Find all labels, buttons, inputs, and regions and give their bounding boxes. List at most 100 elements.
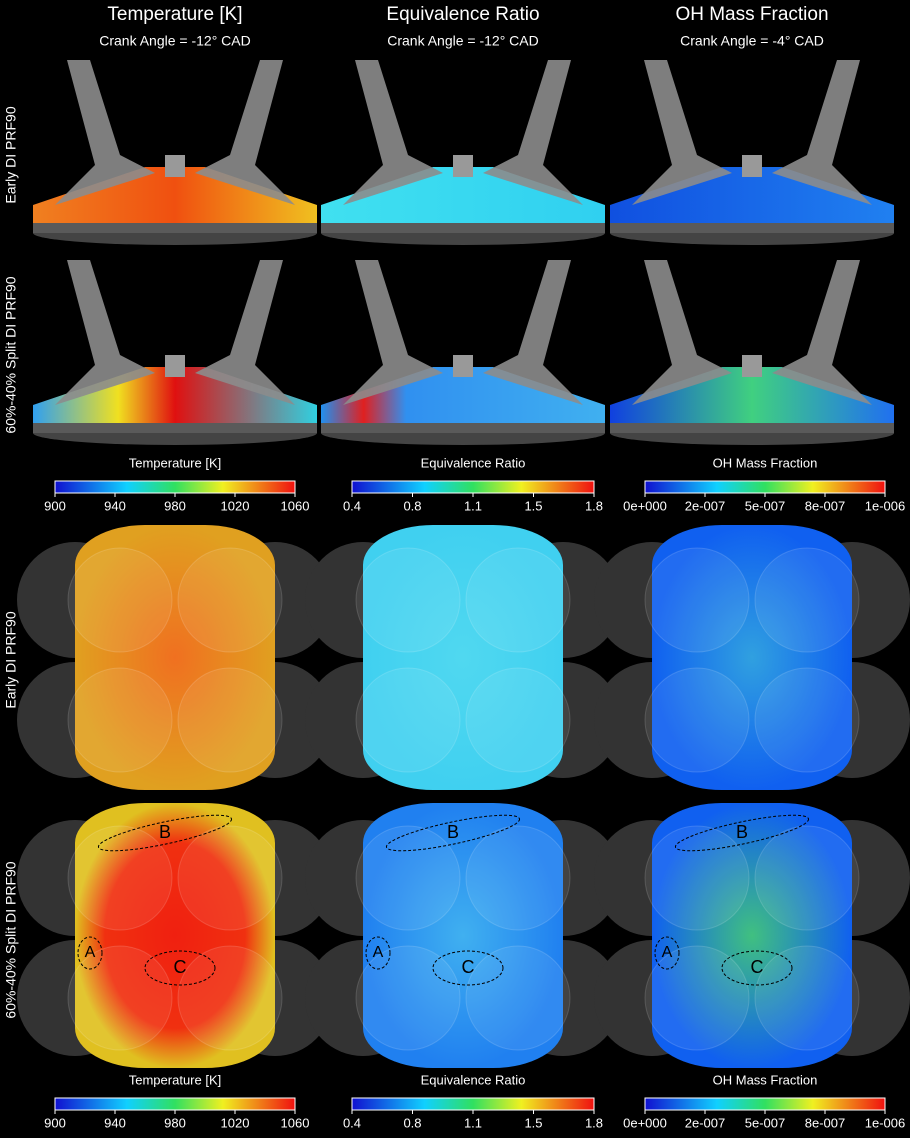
valve [343, 60, 443, 205]
colorbar [54, 1097, 296, 1111]
crank-angle: Crank Angle = -12° CAD [387, 33, 539, 49]
valve [195, 260, 295, 405]
colorbar-tick-label: 8e-007 [805, 1115, 845, 1130]
annotation-ellipse [721, 950, 793, 986]
colorbar-tick-label: 940 [104, 498, 126, 513]
combustion-field [363, 525, 563, 790]
annotation-label: A [373, 944, 384, 961]
valve [195, 60, 295, 205]
annotation-ellipse [365, 936, 391, 970]
row-label: Early DI PRF90 [3, 611, 19, 708]
injector [165, 155, 185, 177]
colorbar-tick-label: 5e-007 [745, 498, 785, 513]
colorbar-tick-label: 0.4 [343, 498, 361, 513]
colorbar-tick-label: 940 [104, 1115, 126, 1130]
column-title: Temperature [K] [107, 4, 242, 25]
colorbar-tick-label: 0e+000 [623, 498, 667, 513]
colorbar-tick-label: 980 [164, 1115, 186, 1130]
colorbar-tick-label: 2e-007 [685, 1115, 725, 1130]
colorbar-tick-label: 900 [44, 1115, 66, 1130]
valve [343, 260, 443, 405]
annotation-ellipse [674, 814, 810, 852]
annotation-ellipse [432, 950, 504, 986]
annotation-label: C [751, 957, 764, 977]
annotation-label: A [85, 944, 96, 961]
colorbar-tick-label: 8e-007 [805, 498, 845, 513]
annotation-ellipse [77, 936, 103, 970]
valve-outline [465, 667, 571, 773]
valve [483, 60, 583, 205]
colorbar [644, 1097, 886, 1111]
injector [742, 155, 762, 177]
crank-angle: Crank Angle = -12° CAD [99, 33, 251, 49]
colorbar-tick-label: 980 [164, 498, 186, 513]
injector [165, 355, 185, 377]
annotation-ellipse [144, 950, 216, 986]
valve [772, 260, 872, 405]
colorbar-label: Equivalence Ratio [421, 455, 526, 470]
colorbar-tick-label: 0.8 [403, 498, 421, 513]
valve-outline [644, 945, 750, 1051]
colorbar-tick-label: 1060 [281, 1115, 310, 1130]
colorbar-label: OH Mass Fraction [713, 455, 818, 470]
colorbar-tick-label: 1060 [281, 498, 310, 513]
colorbar-tick-label: 1020 [221, 498, 250, 513]
combustion-field [652, 803, 852, 1068]
colorbar-tick-label: 5e-007 [745, 1115, 785, 1130]
colorbar-tick-label: 1.1 [464, 498, 482, 513]
colorbar-tick-label: 1.1 [464, 1115, 482, 1130]
colorbar [351, 1097, 595, 1111]
annotation-ellipse [97, 814, 233, 852]
valve-outline [754, 667, 860, 773]
row-label: Early DI PRF90 [3, 106, 19, 203]
valve-outline [754, 825, 860, 931]
colorbar-tick-label: 0.8 [403, 1115, 421, 1130]
valve-outline [355, 945, 461, 1051]
valve [483, 260, 583, 405]
valve-outline [67, 825, 173, 931]
valve-outline [67, 547, 173, 653]
colorbar [644, 480, 886, 494]
valve-outline [644, 547, 750, 653]
colorbar-tick-label: 1.8 [585, 498, 603, 513]
annotation-label: A [662, 944, 673, 961]
annotation-label: B [736, 822, 748, 842]
colorbar-tick-label: 900 [44, 498, 66, 513]
colorbar-tick-label: 1.8 [585, 1115, 603, 1130]
injector [453, 155, 473, 177]
valve [772, 60, 872, 205]
colorbar-tick-label: 1020 [221, 1115, 250, 1130]
combustion-field [652, 525, 852, 790]
annotation-label: B [447, 822, 459, 842]
colorbar-label: Temperature [K] [129, 455, 222, 470]
injector [742, 355, 762, 377]
valve-outline [355, 825, 461, 931]
valve-outline [177, 945, 283, 1051]
column-title: Equivalence Ratio [386, 4, 539, 25]
row-label: 60%-40% Split DI PRF90 [3, 276, 19, 433]
colorbar-tick-label: 2e-007 [685, 498, 725, 513]
colorbar [351, 480, 595, 494]
colorbar-tick-label: 1e-006 [865, 498, 905, 513]
valve [632, 60, 732, 205]
valve-outline [67, 667, 173, 773]
combustion-field [75, 525, 275, 790]
row-label: 60%-40% Split DI PRF90 [3, 861, 19, 1018]
valve-outline [644, 825, 750, 931]
valve-outline [177, 667, 283, 773]
colorbar-label: Equivalence Ratio [421, 1072, 526, 1087]
valve-outline [754, 547, 860, 653]
annotation-ellipse [385, 814, 521, 852]
combustion-field [75, 803, 275, 1068]
valve-outline [67, 945, 173, 1051]
annotation-label: C [462, 957, 475, 977]
valve-outline [465, 945, 571, 1051]
valve-outline [355, 547, 461, 653]
combustion-field [363, 803, 563, 1068]
annotation-label: C [174, 957, 187, 977]
valve-outline [355, 667, 461, 773]
valve-outline [754, 945, 860, 1051]
colorbar [54, 480, 296, 494]
column-title: OH Mass Fraction [675, 4, 828, 25]
